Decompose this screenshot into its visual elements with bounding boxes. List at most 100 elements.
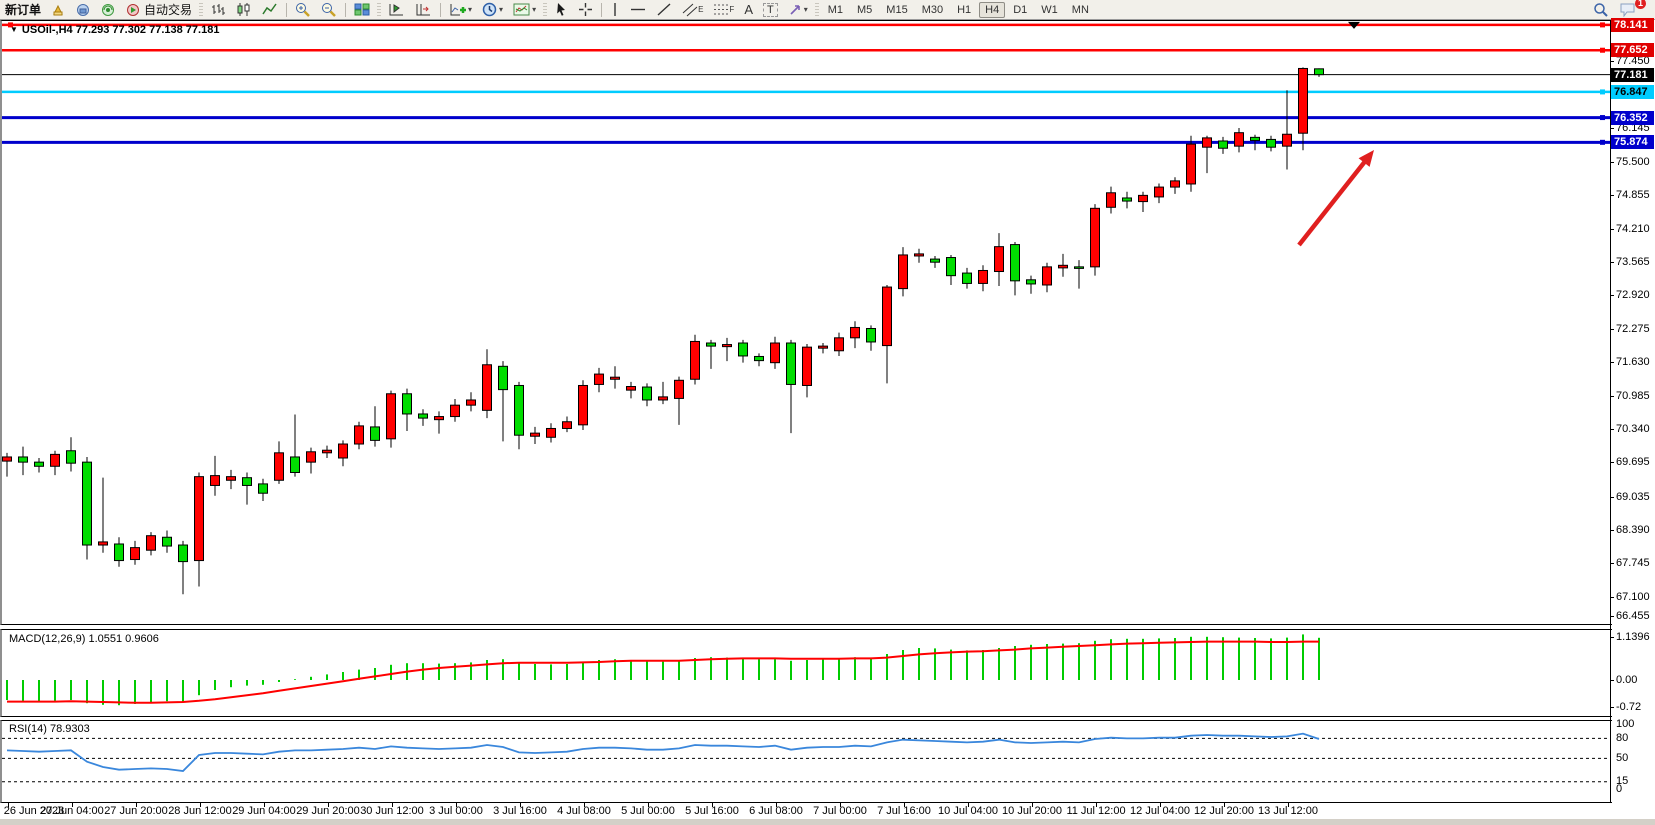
price-tick-mark xyxy=(1610,428,1614,430)
time-axis-label: 4 Jul 08:00 xyxy=(557,805,611,817)
new-order-button[interactable]: 新订单 xyxy=(5,3,42,17)
periods-button[interactable]: ▾ xyxy=(478,1,507,18)
text-tool-button[interactable]: A xyxy=(744,2,753,17)
price-axis-label: 72.920 xyxy=(1616,289,1650,302)
timeframe-button-m1[interactable]: M1 xyxy=(827,3,844,16)
macd-signal-line xyxy=(7,640,1320,704)
line-chart-type-button[interactable] xyxy=(258,1,282,18)
auto-trading-button[interactable]: 自动交易 xyxy=(122,1,196,18)
candlestick-chart[interactable] xyxy=(2,21,1610,624)
cursor-tool-button[interactable] xyxy=(550,1,572,18)
price-axis-label: 74.855 xyxy=(1616,189,1650,202)
templates-button[interactable]: ▾ xyxy=(509,1,540,18)
hline-handle-icon[interactable] xyxy=(1600,22,1605,28)
chevron-down-icon: ▾ xyxy=(803,5,808,14)
price-badge-77.181: 77.181 xyxy=(1611,67,1654,82)
time-tick-mark xyxy=(520,803,521,807)
price-tick-mark xyxy=(1610,362,1614,364)
time-axis-label: 26 Jun 2023 xyxy=(3,805,65,817)
rsi-axis-label: 80 xyxy=(1616,732,1629,744)
timeframe-button-mn[interactable]: MN xyxy=(1071,3,1089,16)
price-tick-mark xyxy=(1610,395,1614,397)
price-axis-label: 70.340 xyxy=(1616,422,1650,435)
channel-tool-button[interactable]: E xyxy=(678,1,707,18)
market-watch-icon[interactable] xyxy=(72,1,95,18)
chat-notification-button[interactable]: 1 xyxy=(1615,0,1646,18)
price-badge-77.652: 77.652 xyxy=(1611,43,1654,58)
symbol-collapse-icon[interactable]: ▼ xyxy=(10,25,18,34)
price-chart-pane[interactable]: ▼ USOil-,H4 77.293 77.302 77.138 77.181 xyxy=(0,20,1612,625)
time-axis-label: 27 Jun 04:00 xyxy=(40,805,104,817)
tile-windows-button[interactable] xyxy=(350,1,374,18)
chart-shift-button[interactable] xyxy=(411,1,436,18)
time-axis-label: 3 Jul 16:00 xyxy=(493,805,547,817)
arrows-tool-button[interactable]: ▾ xyxy=(784,1,812,18)
time-tick-mark xyxy=(1032,803,1033,807)
signals-icon[interactable] xyxy=(97,1,120,18)
timeframe-button-h4[interactable]: H4 xyxy=(979,1,1006,18)
horizontal-line-tool-button[interactable] xyxy=(626,1,650,18)
time-tick-mark xyxy=(8,803,9,807)
hline-handle-icon[interactable] xyxy=(8,22,13,28)
time-axis-label: 7 Jul 16:00 xyxy=(877,805,931,817)
hline-handle-icon[interactable] xyxy=(1600,139,1605,145)
timeframe-button-m5[interactable]: M5 xyxy=(857,3,873,16)
vertical-line-tool-button[interactable] xyxy=(606,1,624,18)
macd-tick-mark xyxy=(1610,680,1614,681)
timeframe-button-m30[interactable]: M30 xyxy=(921,3,944,16)
trendline-tool-button[interactable] xyxy=(652,1,676,18)
rsi-line xyxy=(6,732,1320,772)
auto-trading-icon xyxy=(127,3,140,16)
time-axis-label: 3 Jul 00:00 xyxy=(429,805,483,817)
crosshair-tool-button[interactable] xyxy=(574,1,597,18)
auto-scroll-button[interactable] xyxy=(384,1,409,18)
indicators-button[interactable]: ▾ xyxy=(445,1,476,18)
candlestick-chart-type-button[interactable] xyxy=(232,1,256,18)
hline-handle-icon[interactable] xyxy=(1600,115,1605,121)
price-badge-76.352: 76.352 xyxy=(1611,110,1654,125)
search-icon[interactable] xyxy=(1589,1,1613,18)
price-tick-mark xyxy=(1610,161,1614,163)
time-tick-mark xyxy=(328,803,329,807)
price-axis-label: 69.035 xyxy=(1616,490,1650,503)
timeframe-button-w1[interactable]: W1 xyxy=(1041,3,1058,16)
chevron-down-icon: ▾ xyxy=(468,5,473,14)
zoom-in-button[interactable] xyxy=(291,1,315,18)
time-tick-mark xyxy=(456,803,457,807)
price-tick-mark xyxy=(1610,496,1614,498)
time-tick-mark xyxy=(648,803,649,807)
timeframe-button-h1[interactable]: H1 xyxy=(957,3,972,16)
price-tick-mark xyxy=(1610,462,1614,464)
time-tick-mark xyxy=(968,803,969,807)
fibonacci-tool-button[interactable]: F xyxy=(709,1,738,18)
zoom-out-button[interactable] xyxy=(317,1,341,18)
timeframe-group: M1 M5 M15 M30 H1 H4 D1 W1 MN xyxy=(821,1,1096,18)
bar-chart-type-button[interactable] xyxy=(206,1,230,18)
macd-histogram xyxy=(6,634,1320,706)
time-axis-label: 12 Jul 20:00 xyxy=(1194,805,1254,817)
price-axis-label: 67.745 xyxy=(1616,557,1650,570)
price-axis-label: 69.695 xyxy=(1616,456,1650,469)
time-axis-label: 27 Jun 20:00 xyxy=(104,805,168,817)
text-label-tool-button[interactable]: T xyxy=(759,1,782,18)
price-axis-border xyxy=(1610,20,1611,803)
price-tick-mark xyxy=(1610,228,1614,230)
hline-handle-icon[interactable] xyxy=(1600,47,1605,53)
time-axis[interactable]: 26 Jun 2023 27 Jun 04:00 27 Jun 20:00 28 Ju… xyxy=(0,803,1610,819)
rsi-pane[interactable]: RSI(14) 78.9303 xyxy=(0,720,1612,803)
timeframe-button-m15[interactable]: M15 xyxy=(886,3,908,16)
time-tick-mark xyxy=(200,803,201,807)
time-tick-mark xyxy=(1160,803,1161,807)
time-tick-mark xyxy=(584,803,585,807)
hline-handle-icon[interactable] xyxy=(1600,89,1605,95)
macd-label: MACD(12,26,9) 1.0551 0.9606 xyxy=(9,633,159,645)
price-tick-mark xyxy=(1610,328,1614,330)
price-axis-label: 75.500 xyxy=(1616,155,1650,168)
charts-profile-icon[interactable] xyxy=(47,1,70,18)
candlestick-series xyxy=(2,67,1324,595)
time-tick-mark xyxy=(136,803,137,807)
window-bottom-edge xyxy=(0,819,1655,825)
macd-pane[interactable]: MACD(12,26,9) 1.0551 0.9606 xyxy=(0,629,1612,717)
timeframe-button-d1[interactable]: D1 xyxy=(1013,3,1028,16)
annotation-arrow[interactable] xyxy=(1297,150,1374,247)
